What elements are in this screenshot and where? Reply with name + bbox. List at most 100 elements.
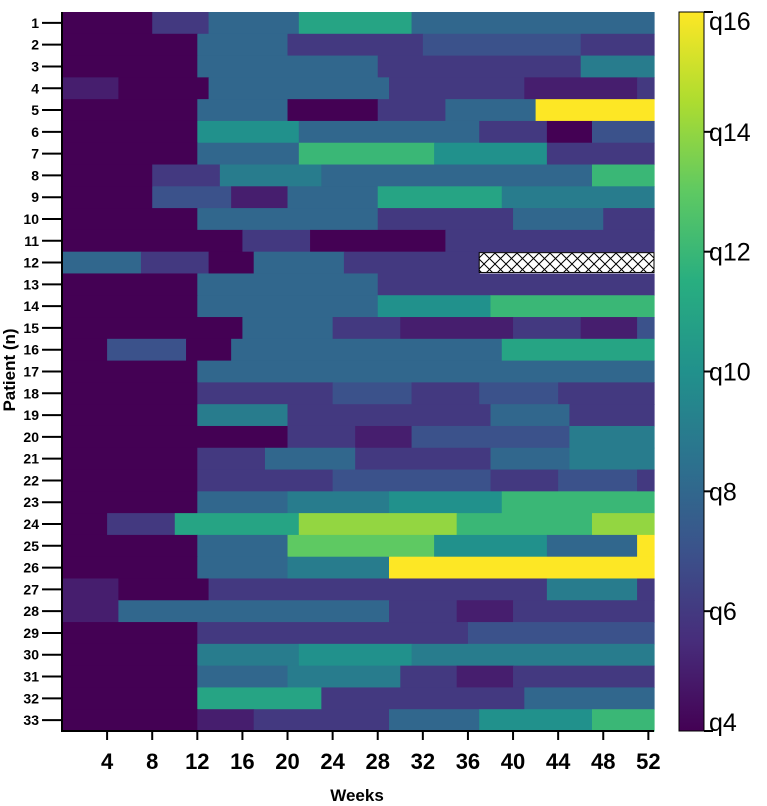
x-tick-label: 36 [456, 749, 480, 774]
heatmap-cell [118, 578, 210, 601]
patient-tick-label: 28 [23, 603, 39, 619]
heatmap-cell [197, 534, 289, 558]
heatmap-cell [569, 404, 655, 427]
heatmap-cell [411, 425, 571, 449]
heatmap-cell [637, 77, 655, 100]
heatmap-cell [197, 120, 300, 144]
heatmap-cell [456, 600, 514, 623]
heatmap-cell [389, 709, 480, 732]
patient-tick-label: 8 [31, 167, 39, 183]
heatmap-cell [186, 338, 232, 362]
heatmap-cell [377, 208, 514, 231]
heatmap-cell [208, 12, 300, 35]
heatmap-cell [546, 578, 638, 601]
colorbar-tick-label: q16 [709, 8, 751, 36]
heatmap-cell [197, 665, 289, 689]
heatmap-cell [62, 360, 198, 383]
heatmap-cell [332, 317, 401, 340]
heatmap-cell [231, 338, 503, 362]
heatmap-cell [569, 425, 655, 449]
heatmap-cell [253, 709, 390, 732]
heatmap-cell [321, 687, 525, 710]
heatmap-cell [513, 600, 655, 623]
patient-tick-label: 14 [23, 298, 39, 314]
heatmap-cell [197, 360, 655, 383]
heatmap-cell [310, 229, 446, 253]
patient-tick-label: 7 [31, 146, 39, 162]
heatmap-cell [242, 229, 311, 253]
heatmap-cell [62, 709, 198, 732]
patient-tick-label: 17 [23, 364, 39, 380]
heatmap-cell [107, 513, 176, 536]
heatmap-cell [637, 317, 655, 340]
x-tick-label: 28 [365, 749, 389, 774]
heatmap-cell [400, 665, 458, 689]
heatmap-cell [637, 578, 655, 601]
heatmap-cell [62, 622, 198, 645]
heatmap-cell [298, 120, 480, 144]
x-tick-label: 8 [146, 749, 158, 774]
colorbar-tick-label: q4 [709, 709, 737, 737]
heatmap-cell [591, 709, 655, 732]
heatmap-cell [287, 425, 356, 449]
heatmap-cell [62, 578, 119, 601]
patient-tick-label: 10 [23, 211, 39, 227]
heatmap-cell [62, 425, 289, 449]
heatmap-cell [355, 425, 413, 449]
x-tick-label: 24 [320, 749, 345, 774]
heatmap-cell [580, 317, 638, 340]
x-tick-label: 52 [636, 749, 660, 774]
heatmap-cell [501, 338, 655, 362]
heatmap-cell [62, 534, 198, 558]
heatmap-cell [197, 469, 334, 492]
heatmap-cells [62, 12, 655, 732]
heatmap-cell [62, 665, 198, 689]
heatmap-cell [208, 578, 548, 601]
heatmap-cell [591, 164, 655, 187]
x-tick-label: 48 [591, 749, 615, 774]
heatmap-cell [501, 491, 655, 514]
colorbar-tick-label: q10 [709, 359, 751, 387]
heatmap-cell [62, 33, 198, 57]
heatmap-cell [535, 99, 655, 122]
x-tick-label: 20 [275, 749, 299, 774]
heatmap-cell [411, 643, 655, 667]
heatmap-cell [107, 338, 187, 362]
heatmap-cell [287, 556, 390, 580]
heatmap-cell [411, 382, 480, 405]
heatmap-cell [513, 208, 604, 231]
heatmap-cell [490, 469, 559, 492]
heatmap-cell [62, 12, 153, 35]
patient-tick-label: 31 [23, 669, 39, 685]
heatmap-cell [479, 709, 593, 732]
heatmap-cell [580, 55, 655, 78]
heatmap-cell [152, 186, 232, 209]
heatmap-cell [62, 687, 198, 710]
patient-tick-label: 2 [31, 37, 39, 53]
patient-tick-label: 11 [24, 233, 39, 249]
axes-lines [42, 12, 654, 732]
heatmap-cell [389, 491, 503, 514]
x-tick-label: 12 [185, 749, 209, 774]
heatmap-cell [62, 120, 198, 144]
patient-tick-label: 23 [23, 494, 39, 510]
colorbar-tick-label: q6 [709, 598, 737, 626]
heatmap-cell [197, 709, 255, 732]
heatmap-cell [242, 317, 334, 340]
patient-tick-label: 1 [31, 15, 39, 31]
x-axis-title: Weeks [330, 786, 384, 805]
colorbar-ticks: q4 q6 q8 q10 q12 q14 q16 [704, 8, 751, 737]
heatmap-cell [287, 404, 492, 427]
heatmap-cell [332, 469, 492, 492]
heatmap-cell [197, 404, 289, 427]
heatmap-cell [298, 12, 413, 35]
heatmap-cell [456, 665, 514, 689]
heatmap-cell [62, 404, 198, 427]
patient-tick-label: 32 [23, 690, 39, 706]
patient-tick-label: 25 [23, 538, 39, 554]
colorbar: q4 q6 q8 q10 q12 q14 q16 [678, 8, 751, 737]
patient-tick-label: 27 [23, 581, 39, 597]
x-tick-label: 32 [411, 749, 435, 774]
heatmap-cell [62, 317, 244, 340]
heatmap-cell [467, 622, 655, 645]
